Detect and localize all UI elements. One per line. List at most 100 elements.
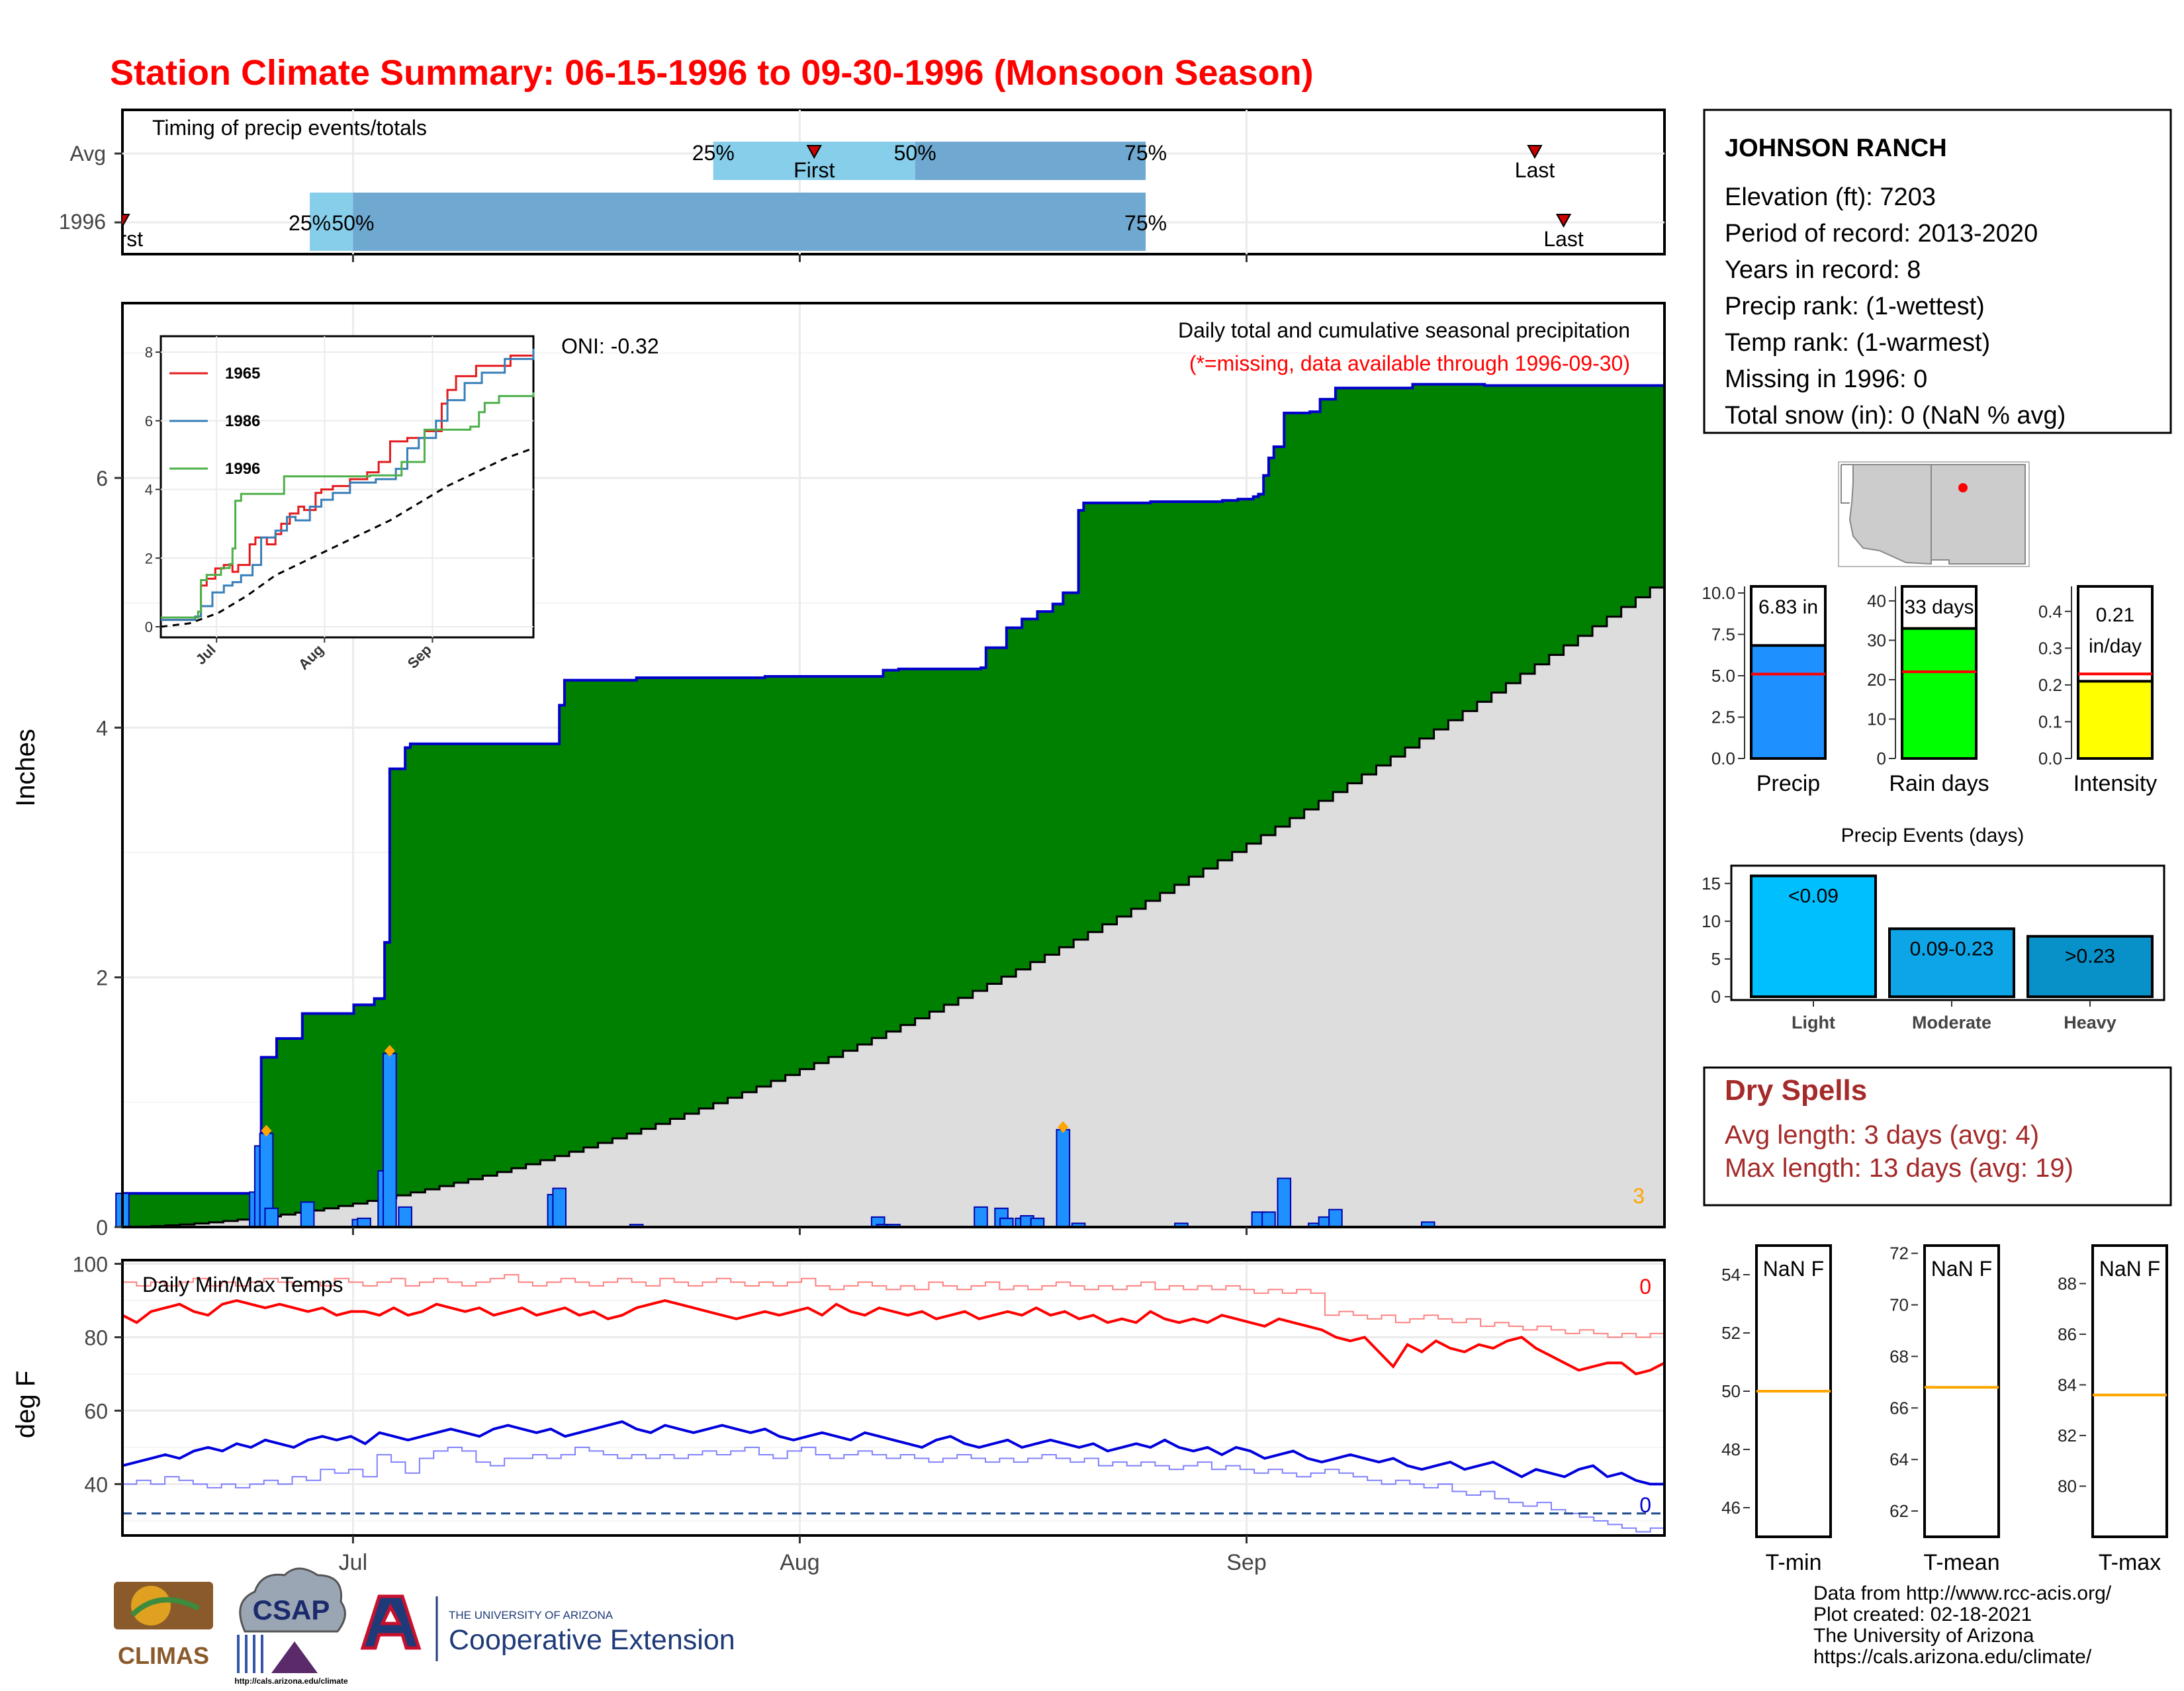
events-bar <box>1750 874 1877 998</box>
precip-y-label: Inches <box>11 729 40 807</box>
summary-y-label: 5.0 <box>1711 666 1735 686</box>
tempbox-y-label: 68 <box>1889 1346 1909 1366</box>
summary-y-label: 2.5 <box>1711 708 1735 727</box>
inset-legend-label: 1986 <box>225 412 260 430</box>
station-detail-line: Period of record: 2013-2020 <box>1725 220 2038 248</box>
events-y-label: 15 <box>1702 874 1721 893</box>
temperature-panel-frame <box>121 1259 1666 1537</box>
inset-grid <box>161 336 533 637</box>
tempbox-y-label: 48 <box>1721 1440 1741 1459</box>
summary-y-label: 20 <box>1867 670 1886 690</box>
station-info-frame <box>1703 109 2172 434</box>
tempbox-value: NaN F <box>1763 1257 1824 1281</box>
footer-credits: Data from http://www.rcc-acis.org/Plot c… <box>1813 1582 2112 1668</box>
temperature-y-axis: 40 60 80 100 <box>73 1253 122 1496</box>
csap-url: http://cals.arizona.edu/climate <box>234 1676 348 1686</box>
timing-p25-label: 25% <box>692 141 735 165</box>
summary-value-unit: in/day <box>2089 635 2142 657</box>
timing-last-marker <box>1527 145 1543 160</box>
inset-legend-label: 1965 <box>225 365 260 383</box>
station-detail-line: Precip rank: (1-wettest) <box>1725 293 1985 320</box>
timing-first-marker <box>122 214 130 228</box>
summary-value-bar <box>2077 680 2154 760</box>
footer-line: The University of Arizona <box>1813 1625 2034 1647</box>
tempbox-y-label: 80 <box>2058 1476 2077 1496</box>
tempbox-y-label: 84 <box>2058 1375 2077 1394</box>
tempbox-label: T-min <box>1766 1550 1822 1575</box>
y-tick-label: 2 <box>96 966 108 990</box>
temperature-lines <box>122 1274 1665 1533</box>
timing-last-label: Last <box>1543 227 1584 251</box>
inset-line-1965 <box>161 348 535 621</box>
events-bar-label: >0.23 <box>2065 946 2115 968</box>
timing-last-marker <box>1555 214 1572 228</box>
timing-bar-50-75 <box>915 142 1146 180</box>
timing-first-label: First <box>102 227 143 251</box>
tmin-1996-line <box>122 1420 1664 1486</box>
tempbox-y-label: 46 <box>1721 1498 1741 1518</box>
events-bar-label: <0.09 <box>1788 885 1839 907</box>
footer: Data from http://www.rcc-acis.org/Plot c… <box>114 1567 2112 1686</box>
y-tick-label: 0 <box>96 1216 108 1240</box>
timing-last-label: Last <box>1515 158 1555 182</box>
timing-bars <box>310 142 1146 251</box>
tempbox-frame <box>2091 1244 2168 1538</box>
daily-precip-bar <box>300 1201 315 1228</box>
events-y-label: 10 <box>1702 911 1721 931</box>
tempbox-y-label: 50 <box>1721 1381 1741 1401</box>
tempbox-value: NaN F <box>2099 1257 2160 1281</box>
station-detail-line: Years in record: 8 <box>1725 256 1921 284</box>
precip-subtitle: Daily total and cumulative seasonal prec… <box>1178 318 1630 342</box>
inset-legend: 1965 1986 1996 <box>169 365 260 478</box>
temp-y-tick-label: 60 <box>84 1399 108 1423</box>
daily-precip-bar <box>383 1052 397 1228</box>
events-x-label: Light <box>1792 1013 1835 1032</box>
timing-p75-label: 75% <box>1124 211 1167 235</box>
csap-rain-icon <box>237 1635 263 1673</box>
timing-bar-50-75 <box>353 193 1146 251</box>
tempbox-y-label: 72 <box>1889 1244 1909 1263</box>
timing-p50-label: 50% <box>894 141 936 165</box>
x-tick-label: Aug <box>780 1550 820 1575</box>
ua-small-text: THE UNIVERSITY OF ARIZONA <box>449 1609 614 1622</box>
summary-value-text: 33 days <box>1904 596 1974 618</box>
temp-y-tick-label: 100 <box>73 1253 108 1277</box>
inset-line-1996 <box>161 392 535 619</box>
csap-cloud-icon <box>239 1567 346 1633</box>
flag-markers <box>261 1044 1069 1137</box>
timing-panel: Timing of precip events/totals Avg 1996 … <box>59 109 1666 262</box>
summary-value-text: 0.21 <box>2096 604 2134 626</box>
tempbox-label: T-mean <box>1923 1550 1999 1575</box>
events-bar <box>1888 927 2015 998</box>
events-title: Precip Events (days) <box>1841 825 2025 846</box>
summary-value-text: 6.83 in <box>1758 596 1818 618</box>
y-tick-label: 6 <box>96 467 108 490</box>
summary-y-label: 30 <box>1867 630 1886 650</box>
tempbox-y-label: 66 <box>1889 1398 1909 1418</box>
tempbox-y-label: 52 <box>1721 1323 1741 1343</box>
tempbox-y-label: 64 <box>1889 1449 1909 1469</box>
tempbox-y-label: 70 <box>1889 1295 1909 1315</box>
flag-marker <box>261 1124 272 1137</box>
tmax-1996-line <box>122 1299 1665 1376</box>
summary-label: Intensity <box>2073 771 2158 796</box>
inset-line-1986 <box>161 348 535 621</box>
tempbox-value: NaN F <box>1931 1257 1992 1281</box>
daily-precip-bar <box>974 1206 988 1228</box>
climas-swoosh-icon <box>130 1597 200 1617</box>
summary-y-label: 10.0 <box>1702 583 1735 603</box>
daily-precip-bar <box>1261 1211 1276 1228</box>
precip-panel-frame <box>121 302 1666 1228</box>
summary-y-label: 40 <box>1867 591 1886 611</box>
timing-first-label: First <box>794 158 835 182</box>
summary-y-label: 0.2 <box>2038 675 2062 695</box>
temperature-title: Daily Min/Max Temps <box>142 1273 343 1297</box>
tempbox-y-label: 82 <box>2058 1426 2077 1445</box>
temperature-grid <box>122 1260 1664 1535</box>
oni-label: ONI: -0.32 <box>561 334 659 358</box>
csap-mountain-icon <box>271 1641 318 1673</box>
summary-y-label: 0.4 <box>2038 602 2062 621</box>
inset-lines <box>160 348 535 628</box>
